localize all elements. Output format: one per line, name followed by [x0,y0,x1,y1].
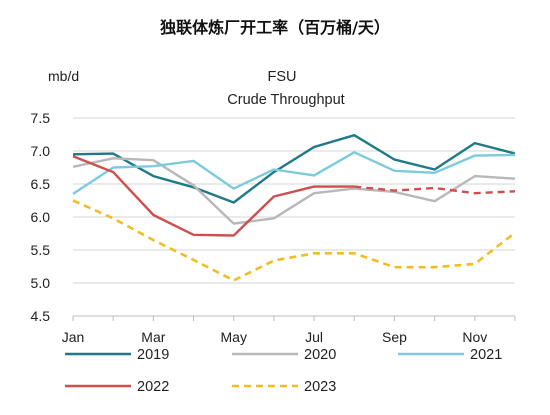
x-tick-label: Jul [305,329,323,345]
legend-item-2020: 2020 [232,347,336,363]
legend-label: 2019 [137,347,169,363]
y-tick-label: 6.0 [31,209,51,225]
y-tick-label: 6.5 [31,176,51,192]
x-tick-label: Jan [62,329,85,345]
series-2023 [72,199,516,282]
grid-layer [73,117,515,317]
y-tick-label: 4.5 [31,308,51,324]
x-tick-label: Nov [462,329,487,345]
y-tick-label: 5.0 [31,275,51,291]
series-line [72,134,516,204]
series-line-solid [72,155,355,237]
legend-label: 2021 [470,347,502,363]
series-line [72,151,516,195]
legend-item-2023: 2023 [232,379,336,395]
y-tick-label: 7.5 [31,110,51,126]
chart-subtitle: Crude Throughput [227,92,344,108]
x-tick-label: Mar [141,329,165,345]
x-tick-label: Sep [382,329,407,345]
legend-label: 2023 [304,379,336,395]
series-2019 [72,134,516,204]
legend-item-2019: 2019 [65,347,169,363]
x-tick-label: May [221,329,247,345]
series-2022 [72,155,516,237]
series-line [72,157,516,225]
legend-label: 2022 [137,379,169,395]
series-2020 [72,157,516,225]
legend-item-2022: 2022 [65,379,169,395]
series-layer [72,134,516,282]
y-tick-label: 5.5 [31,242,51,258]
series-line [72,199,516,282]
y-axis-label: mb/d [48,68,79,84]
chart-title: FSU [268,69,297,85]
legend-label: 2020 [304,347,336,363]
series-line-dashed [354,185,516,195]
y-tick-label: 7.0 [31,143,51,159]
legend-item-2021: 2021 [398,347,502,363]
series-2021 [72,151,516,195]
axis-layer: mb/d FSU Crude Throughput 4.5 5.0 5.5 6.0 6.… [31,68,516,345]
page-title: 独联体炼厂开工率（百万桶/天） [160,18,390,37]
legend: 2019 2020 2021 2022 2023 [65,347,502,395]
